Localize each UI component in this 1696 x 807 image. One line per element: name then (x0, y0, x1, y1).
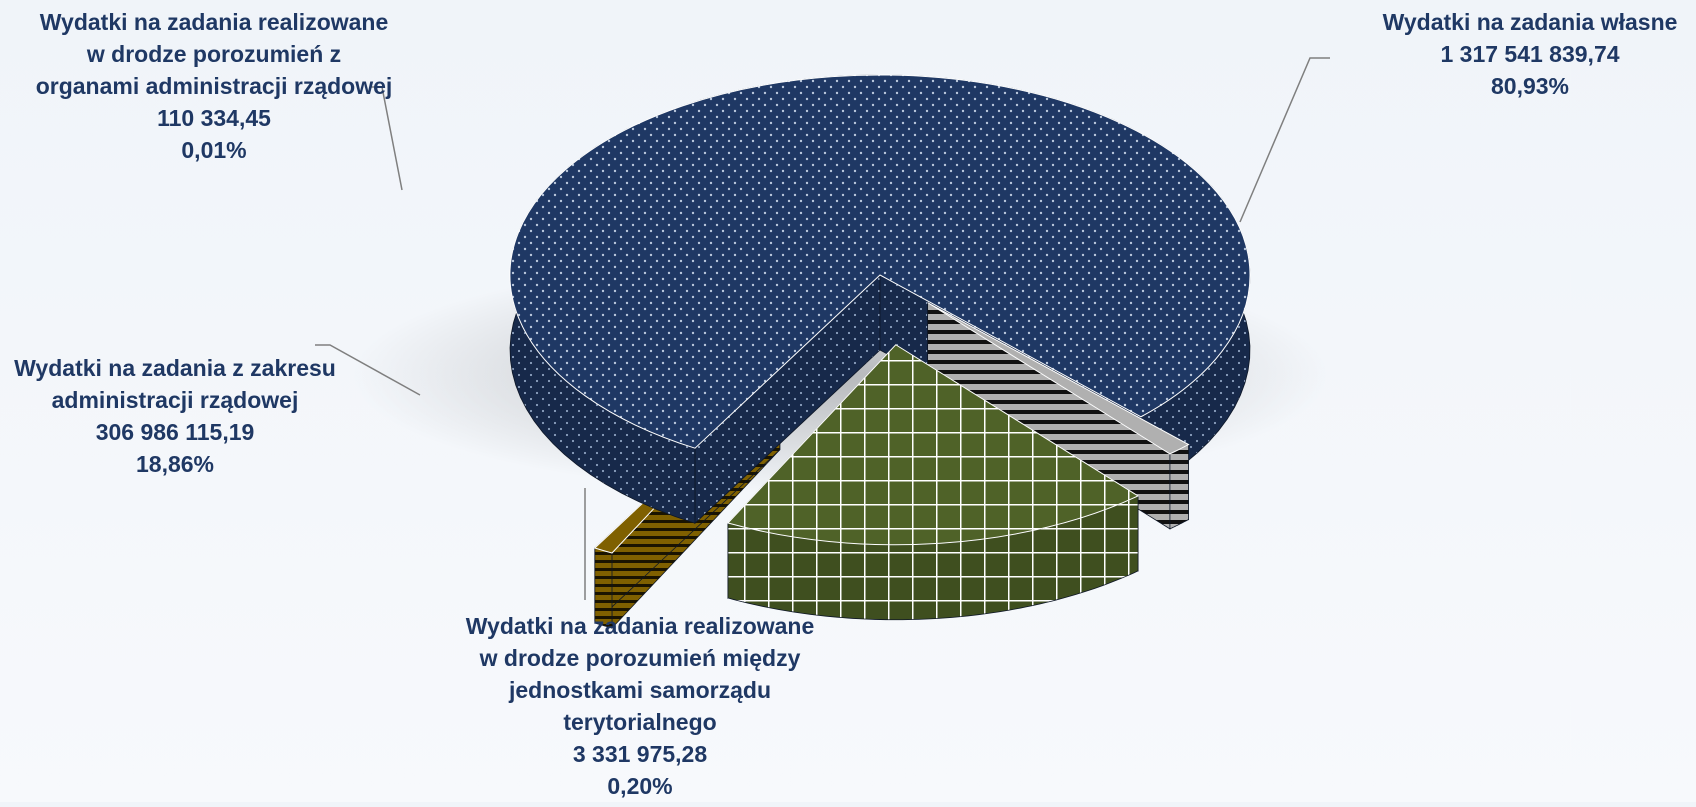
label-jst-line-3: jednostkami samorządu (440, 674, 840, 706)
label-gov-value: 306 986 115,19 (0, 416, 350, 448)
label-gov-agree-line-2: w drodze porozumień z (14, 38, 414, 70)
label-gov-agree-line-1: Wydatki na zadania realizowane (14, 6, 414, 38)
label-gov-line-1: Wydatki na zadania z zakresu (0, 352, 350, 384)
label-gov-agree-value: 110 334,45 (14, 102, 414, 134)
label-jst-line-4: terytorialnego (440, 706, 840, 738)
data-label-gov: Wydatki na zadania z zakresu administrac… (0, 352, 350, 480)
slice-jst-outer-wall (1170, 445, 1189, 529)
label-gov-line-2: administracji rządowej (0, 384, 350, 416)
label-jst-line-2: w drodze porozumień między (440, 642, 840, 674)
data-label-gov-agree: Wydatki na zadania realizowane w drodze … (14, 6, 414, 166)
label-gov-agree-percent: 0,01% (14, 134, 414, 166)
label-own-line-1: Wydatki na zadania własne (1370, 6, 1690, 38)
data-label-jst: Wydatki na zadania realizowane w drodze … (440, 610, 840, 802)
label-jst-line-1: Wydatki na zadania realizowane (440, 610, 840, 642)
data-label-own: Wydatki na zadania własne 1 317 541 839,… (1370, 6, 1690, 102)
label-gov-agree-line-3: organami administracji rządowej (14, 70, 414, 102)
label-jst-value: 3 331 975,28 (440, 738, 840, 770)
label-gov-percent: 18,86% (0, 448, 350, 480)
label-own-percent: 80,93% (1370, 70, 1690, 102)
label-jst-percent: 0,20% (440, 770, 840, 802)
leader-own (1240, 58, 1330, 222)
label-own-value: 1 317 541 839,74 (1370, 38, 1690, 70)
